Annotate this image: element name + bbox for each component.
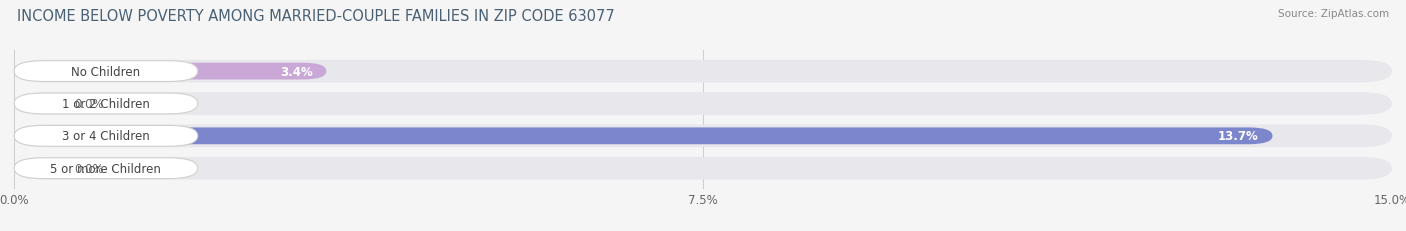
Text: No Children: No Children <box>72 65 141 78</box>
FancyBboxPatch shape <box>14 125 1392 148</box>
FancyBboxPatch shape <box>14 63 326 80</box>
FancyBboxPatch shape <box>14 61 198 82</box>
FancyBboxPatch shape <box>14 158 198 179</box>
Text: 5 or more Children: 5 or more Children <box>51 162 162 175</box>
FancyBboxPatch shape <box>14 128 1272 145</box>
Text: 3 or 4 Children: 3 or 4 Children <box>62 130 150 143</box>
Text: 0.0%: 0.0% <box>73 97 104 110</box>
FancyBboxPatch shape <box>14 94 198 114</box>
FancyBboxPatch shape <box>14 126 198 147</box>
FancyBboxPatch shape <box>14 160 65 177</box>
FancyBboxPatch shape <box>14 93 1392 115</box>
FancyBboxPatch shape <box>14 96 65 112</box>
FancyBboxPatch shape <box>14 157 1392 180</box>
Text: INCOME BELOW POVERTY AMONG MARRIED-COUPLE FAMILIES IN ZIP CODE 63077: INCOME BELOW POVERTY AMONG MARRIED-COUPL… <box>17 9 614 24</box>
Text: 3.4%: 3.4% <box>280 65 312 78</box>
Text: 1 or 2 Children: 1 or 2 Children <box>62 97 150 110</box>
Text: 0.0%: 0.0% <box>73 162 104 175</box>
Text: 13.7%: 13.7% <box>1218 130 1258 143</box>
Text: Source: ZipAtlas.com: Source: ZipAtlas.com <box>1278 9 1389 19</box>
FancyBboxPatch shape <box>14 61 1392 83</box>
